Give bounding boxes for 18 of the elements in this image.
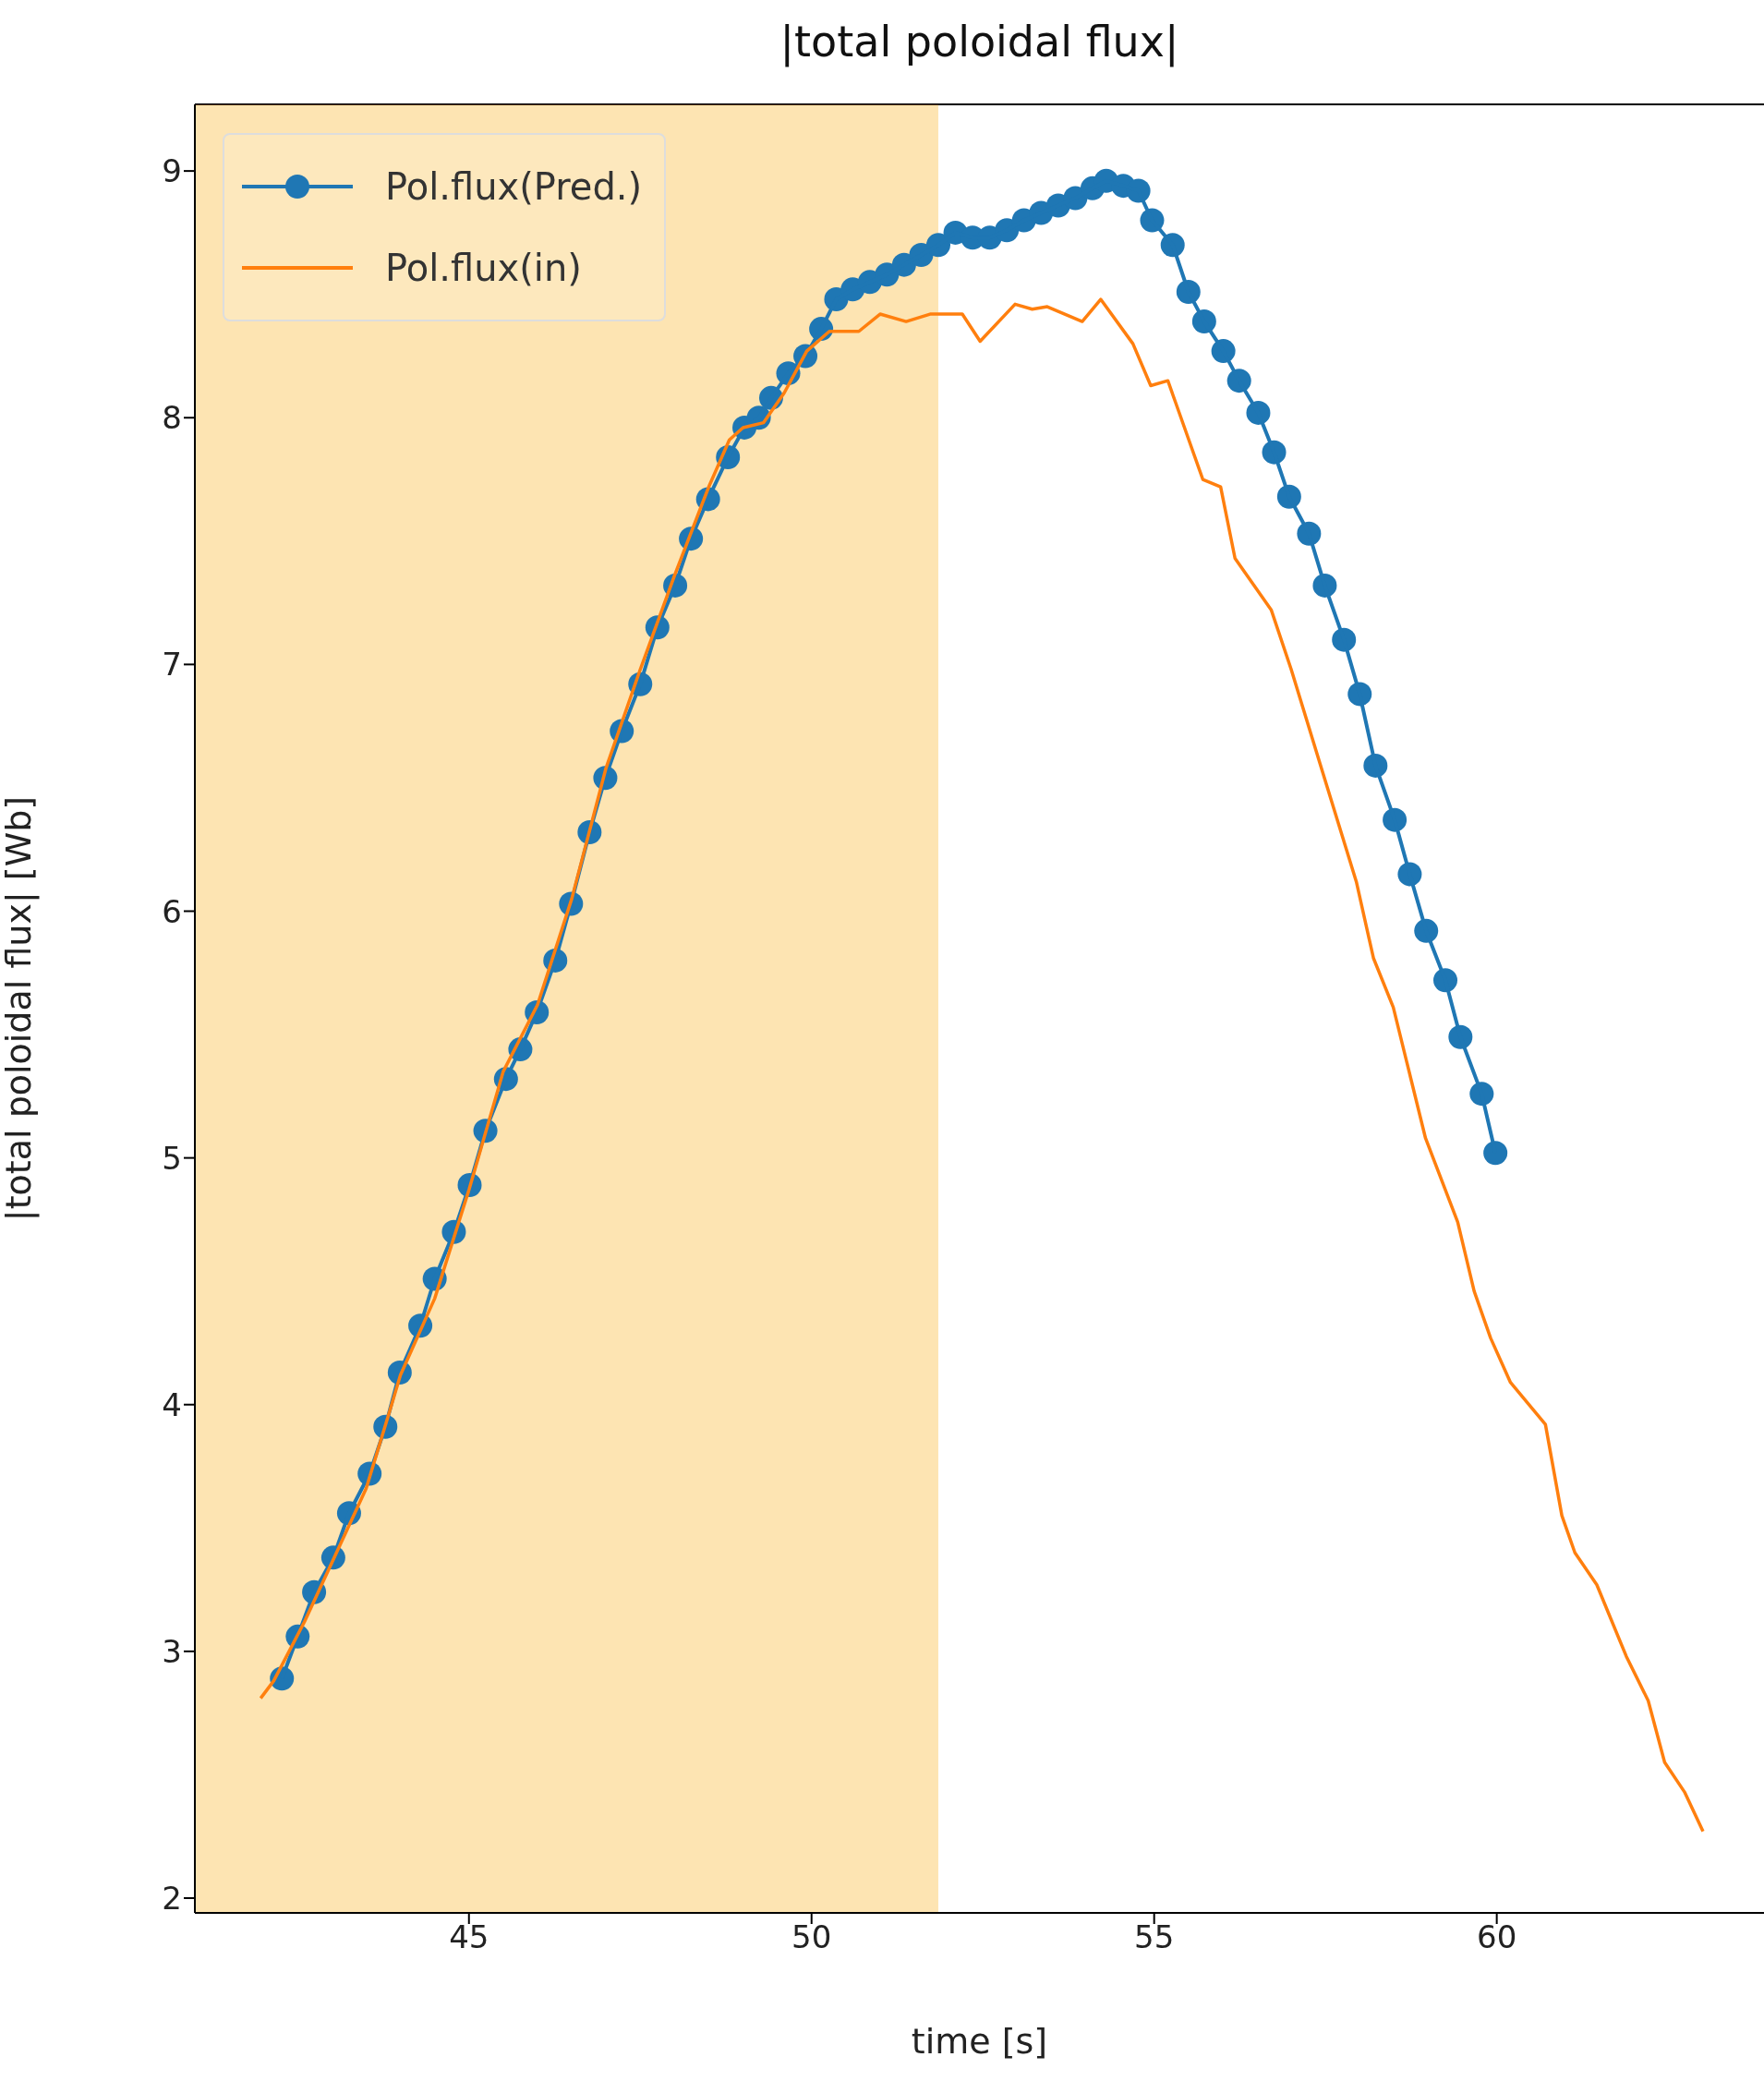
- line-series: [259, 297, 1705, 1833]
- x-tick-label: 55: [1134, 1918, 1175, 1956]
- chart-title: |total poloidal flux|: [779, 17, 1180, 67]
- y-tick-label: 9: [162, 152, 182, 190]
- x-axis-title: time [s]: [911, 2021, 1048, 2062]
- y-tick-label: 5: [162, 1139, 182, 1177]
- y-tick-label: 4: [162, 1385, 182, 1423]
- x-tick-label: 50: [791, 1918, 832, 1956]
- y-tick-label: 6: [162, 892, 182, 930]
- y-axis-title: |total poloidal flux| [Wb]: [0, 795, 41, 1222]
- legend-label: Pol.flux(in): [385, 247, 582, 289]
- x-tick-label: 60: [1477, 1918, 1517, 1956]
- y-tick-label: 3: [162, 1632, 182, 1670]
- x-tick-label: 45: [449, 1918, 489, 1956]
- y-tick-label: 7: [162, 646, 182, 684]
- y-tick-label: 8: [162, 399, 182, 437]
- legend-label: Pol.flux(Pred.): [385, 165, 643, 208]
- y-tick-label: 2: [162, 1880, 182, 1918]
